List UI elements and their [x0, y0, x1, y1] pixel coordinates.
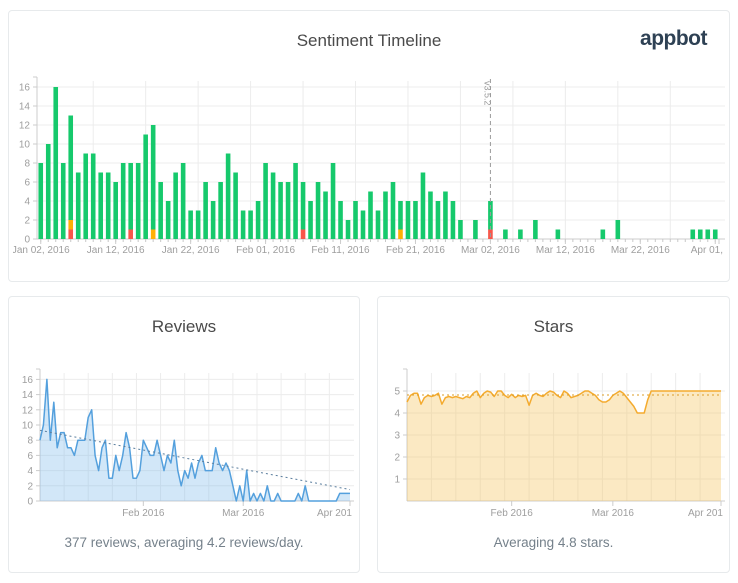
svg-text:3: 3	[394, 431, 400, 442]
sentiment-chart[interactable]: 0 2 4 6 8 10 12 14 16 Jan 02, 2016 Jan 12, 2016 Jan…	[13, 69, 725, 267]
svg-text:Feb 2016: Feb 2016	[491, 508, 534, 519]
svg-text:2: 2	[27, 481, 33, 492]
svg-text:5: 5	[394, 387, 400, 398]
reviews-chart[interactable]: 0 2 4 6 8 10 12 14 16 Feb 2016 Mar 2016 Apr 201	[14, 355, 354, 527]
svg-text:6: 6	[27, 451, 33, 462]
svg-text:v3.5.2: v3.5.2	[482, 81, 492, 106]
svg-text:10: 10	[22, 421, 34, 432]
svg-text:0: 0	[24, 235, 30, 246]
sentiment-timeline-card: Sentiment Timeline appbot 0 2 4 6 8 10 12 14 16 J…	[8, 10, 730, 282]
svg-text:14: 14	[22, 390, 34, 401]
svg-text:Mar 12, 2016: Mar 12, 2016	[536, 245, 595, 256]
svg-text:14: 14	[19, 102, 31, 113]
svg-text:Mar 2016: Mar 2016	[222, 508, 265, 519]
svg-text:4: 4	[24, 197, 30, 208]
sentiment-bar-chart-canvas[interactable]: 0 2 4 6 8 10 12 14 16 Jan 02, 2016 Jan 12, 2016 Jan…	[13, 69, 725, 267]
stars-chart-title: Stars	[533, 317, 574, 336]
svg-text:16: 16	[19, 83, 31, 94]
svg-text:4: 4	[394, 409, 400, 420]
stars-area-chart-canvas[interactable]: 1 2 3 4 5 Feb 2016 Mar 2016 Apr 201	[383, 355, 725, 527]
svg-text:0: 0	[27, 497, 33, 508]
svg-text:Feb 11, 2016: Feb 11, 2016	[311, 245, 370, 256]
svg-text:Jan 02, 2016: Jan 02, 2016	[13, 245, 70, 256]
svg-text:Feb 01, 2016: Feb 01, 2016	[236, 245, 295, 256]
svg-text:16: 16	[22, 375, 34, 386]
svg-text:Jan 22, 2016: Jan 22, 2016	[162, 245, 220, 256]
svg-text:Mar 2016: Mar 2016	[592, 508, 635, 519]
stars-card: Stars 1 2 3 4 5 Feb 2016 Mar 2016 Apr 201 Avera…	[377, 296, 730, 573]
svg-text:12: 12	[22, 405, 34, 416]
svg-text:8: 8	[24, 159, 30, 170]
svg-text:10: 10	[19, 140, 31, 151]
svg-text:12: 12	[19, 121, 31, 132]
svg-text:6: 6	[24, 178, 30, 189]
svg-text:Jan 12, 2016: Jan 12, 2016	[87, 245, 145, 256]
svg-text:2: 2	[394, 453, 400, 464]
svg-text:1: 1	[394, 475, 400, 486]
svg-text:2: 2	[24, 216, 30, 227]
svg-text:8: 8	[27, 436, 33, 447]
svg-text:Apr 01,: Apr 01,	[691, 245, 723, 256]
svg-text:Mar 02, 2016: Mar 02, 2016	[461, 245, 520, 256]
stars-caption: Averaging 4.8 stars.	[493, 535, 614, 550]
stars-chart[interactable]: 1 2 3 4 5 Feb 2016 Mar 2016 Apr 201	[383, 355, 725, 527]
sentiment-chart-title: Sentiment Timeline	[296, 31, 442, 50]
svg-text:Apr 201: Apr 201	[688, 508, 723, 519]
svg-text:Mar 22, 2016: Mar 22, 2016	[611, 245, 670, 256]
svg-text:Apr 201: Apr 201	[317, 508, 352, 519]
svg-text:4: 4	[27, 466, 33, 477]
reviews-card: Reviews 0 2 4 6 8 10 12 14 16 Feb 2016 Mar 2016 Apr…	[8, 296, 360, 573]
reviews-chart-title: Reviews	[151, 317, 217, 336]
svg-text:Feb 2016: Feb 2016	[122, 508, 165, 519]
appbot-logo: appbot	[640, 27, 707, 50]
reviews-caption: 377 reviews, averaging 4.2 reviews/day.	[64, 535, 304, 550]
svg-text:Feb 21, 2016: Feb 21, 2016	[386, 245, 445, 256]
reviews-area-chart-canvas[interactable]: 0 2 4 6 8 10 12 14 16 Feb 2016 Mar 2016 Apr 201	[14, 355, 354, 527]
